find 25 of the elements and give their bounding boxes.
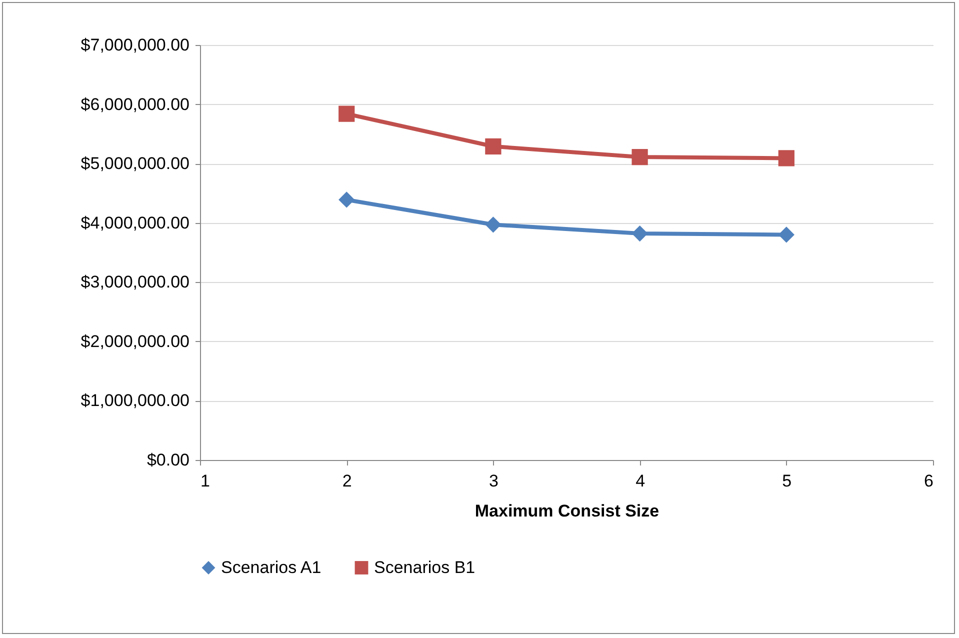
point <box>632 225 648 242</box>
x-tick-label: 5 <box>782 472 792 490</box>
legend-label: Scenarios A1 <box>221 558 322 577</box>
y-tick-label: $7,000,000.00 <box>80 36 190 54</box>
x-axis-title: Maximum Consist Size <box>474 502 660 520</box>
y-tick-label: $4,000,000.00 <box>80 213 190 232</box>
x-tick-label: 3 <box>488 472 498 490</box>
point <box>778 226 794 243</box>
point <box>778 150 794 166</box>
y-tick-label: $6,000,000.00 <box>80 94 190 114</box>
x-tick-label: 1 <box>200 472 210 490</box>
x-tick-label: 6 <box>924 472 934 490</box>
point <box>338 106 355 122</box>
y-tick-label: $5,000,000.00 <box>80 154 190 174</box>
y-tick-label: $3,000,000.00 <box>80 272 190 292</box>
y-tick-label: $1,000,000.00 <box>80 391 190 410</box>
legend-label: Scenarios B1 <box>374 558 476 577</box>
point <box>632 148 648 166</box>
x-tick-label: 2 <box>342 472 352 490</box>
point <box>485 216 502 233</box>
y-tick-label: $0.00 <box>146 450 190 470</box>
point <box>338 192 355 208</box>
y-tick-label: $2,000,000.00 <box>80 332 190 351</box>
point <box>485 138 502 154</box>
x-tick-label: 4 <box>636 472 646 490</box>
